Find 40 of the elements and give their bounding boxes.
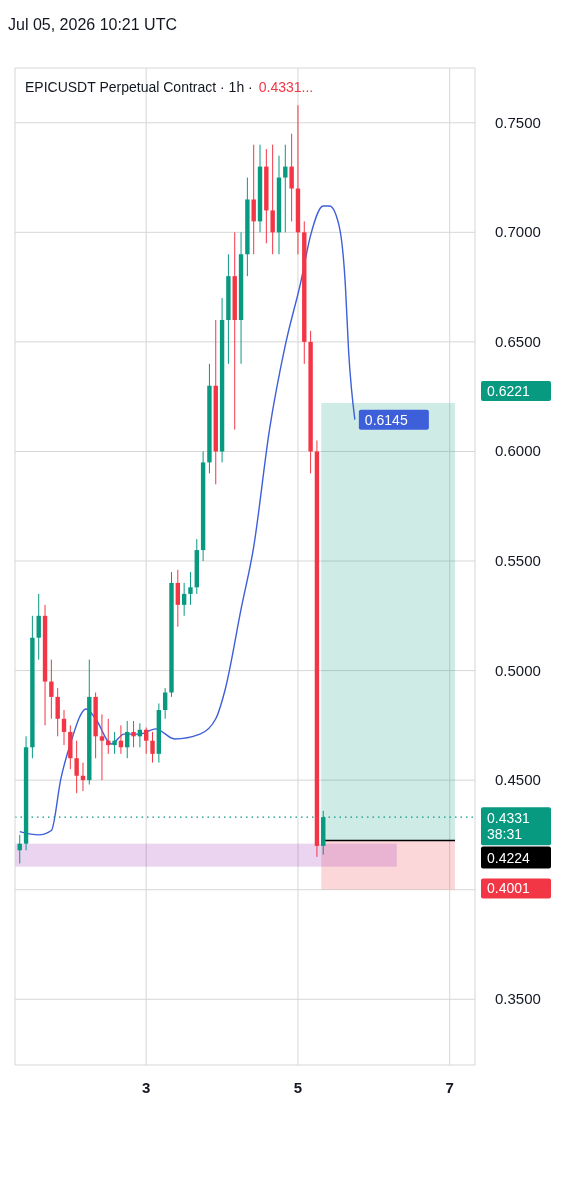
candlestick bbox=[144, 727, 149, 755]
text: Jul 05, 2026 10:21 UTC bbox=[8, 16, 177, 33]
x-tick-label: 3 bbox=[142, 1079, 151, 1096]
line-series bbox=[19, 205, 356, 836]
band-label: 0.4001 bbox=[487, 880, 531, 897]
candlestick bbox=[188, 571, 193, 606]
candlestick bbox=[251, 144, 256, 255]
y-tick-label: 0.7000 bbox=[495, 223, 541, 241]
candlestick bbox=[61, 709, 67, 746]
candlestick bbox=[74, 740, 79, 794]
candlestick bbox=[131, 720, 136, 748]
data-label: 0.6145 bbox=[364, 411, 408, 428]
y-tick-label: 0.5000 bbox=[495, 661, 541, 679]
candlestick bbox=[175, 569, 181, 628]
candlestick bbox=[270, 144, 275, 255]
x-tick-label: 5 bbox=[293, 1079, 303, 1096]
y-tick-label: 0.7500 bbox=[495, 113, 541, 131]
y-tick-label: 0.4500 bbox=[495, 771, 541, 789]
x-tick-label: 7 bbox=[445, 1079, 454, 1096]
text: 38:31 bbox=[487, 826, 523, 843]
text: 0.4331... bbox=[258, 79, 314, 95]
candlestick bbox=[125, 720, 130, 759]
text: EPICUSDT Perpetual Contract · 1h · bbox=[25, 79, 253, 95]
band-label: 0.6221 bbox=[487, 383, 531, 400]
y-tick-label: 0.5500 bbox=[495, 552, 541, 570]
candlestick bbox=[181, 582, 187, 617]
candlestick bbox=[162, 687, 168, 720]
candlestick bbox=[150, 731, 155, 764]
candlestick bbox=[112, 731, 117, 755]
ref-line-label: 0.4224 bbox=[487, 849, 531, 866]
y-tick-label: 0.6000 bbox=[495, 442, 541, 460]
y-tick-label: 0.3500 bbox=[495, 990, 541, 1008]
candlestick bbox=[99, 713, 105, 781]
candlestick bbox=[49, 659, 54, 720]
candlestick bbox=[283, 144, 288, 233]
y-tick-label: 0.6500 bbox=[495, 332, 541, 350]
candlestick bbox=[36, 593, 41, 661]
ref-line-label: 0.4331 bbox=[487, 810, 531, 827]
candlestick bbox=[55, 687, 60, 737]
candlestick bbox=[289, 133, 294, 222]
